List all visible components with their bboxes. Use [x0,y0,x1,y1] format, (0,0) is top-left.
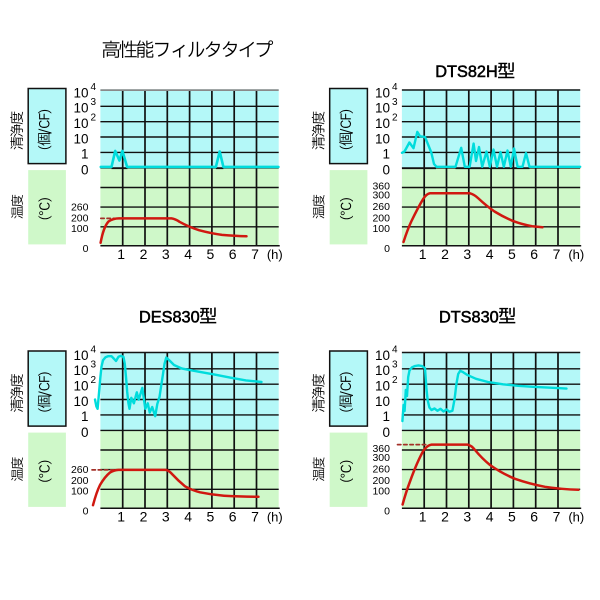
svg-text:100: 100 [71,223,89,235]
svg-text:10: 10 [73,394,88,409]
svg-text:2: 2 [392,375,398,386]
svg-text:3: 3 [463,508,471,524]
svg-text:0: 0 [83,506,89,518]
svg-text:2: 2 [392,113,398,124]
svg-text:3: 3 [463,246,471,262]
svg-text:10: 10 [73,379,88,394]
svg-text:DES830: DES830 [139,308,200,326]
svg-text:3: 3 [91,360,97,371]
svg-text:200: 200 [372,213,390,225]
svg-text:2: 2 [91,375,97,386]
svg-text:3: 3 [392,97,398,108]
svg-text:300: 300 [372,189,390,201]
svg-text:4: 4 [486,246,494,262]
svg-text:200: 200 [372,475,390,487]
svg-text:4: 4 [91,344,97,355]
svg-text:10: 10 [73,348,88,363]
svg-text:7: 7 [553,246,561,262]
svg-text:1: 1 [419,246,427,262]
svg-text:3: 3 [392,360,398,371]
svg-text:1: 1 [382,409,390,424]
svg-text:7: 7 [251,508,259,524]
svg-text:1: 1 [81,147,89,162]
svg-text:2: 2 [91,113,97,124]
svg-text:1: 1 [117,246,125,262]
svg-text:(h): (h) [267,247,283,262]
svg-text:260: 260 [71,464,89,476]
svg-text:10: 10 [73,116,88,131]
svg-text:4: 4 [91,82,97,93]
svg-text:10: 10 [375,379,390,394]
svg-text:10: 10 [375,131,390,146]
svg-text:0: 0 [384,243,390,255]
svg-text:2: 2 [140,508,148,524]
svg-text:4: 4 [184,246,192,262]
svg-text:DTS830: DTS830 [439,308,499,326]
svg-text:10: 10 [73,363,88,378]
svg-text:4: 4 [392,344,398,355]
svg-text:2: 2 [140,246,148,262]
svg-text:DTS82H: DTS82H [435,63,497,81]
svg-text:300: 300 [372,452,390,464]
svg-text:3: 3 [162,246,170,262]
svg-text:5: 5 [207,246,215,262]
svg-text:7: 7 [553,508,561,524]
svg-text:1: 1 [117,508,125,524]
svg-text:5: 5 [207,508,215,524]
svg-text:0: 0 [384,505,390,517]
svg-text:4: 4 [486,508,494,524]
svg-text:2: 2 [441,246,449,262]
svg-text:10: 10 [73,131,88,146]
svg-text:5: 5 [508,508,516,524]
svg-text:260: 260 [372,464,390,476]
svg-text:0: 0 [382,163,390,178]
svg-text:4: 4 [184,508,192,524]
svg-text:6: 6 [229,246,237,262]
svg-text:0: 0 [83,243,89,255]
svg-text:1: 1 [382,147,390,162]
svg-text:(h): (h) [568,509,584,524]
svg-text:200: 200 [71,213,89,225]
svg-text:6: 6 [530,246,538,262]
svg-text:10: 10 [375,116,390,131]
svg-text:4: 4 [392,82,398,93]
svg-text:10: 10 [375,101,390,116]
svg-text:100: 100 [71,486,89,498]
svg-text:(h): (h) [568,247,584,262]
svg-text:0: 0 [81,163,89,178]
svg-text:200: 200 [71,475,89,487]
svg-text:1: 1 [81,409,89,424]
svg-text:360: 360 [372,443,390,455]
svg-text:7: 7 [251,246,259,262]
svg-text:6: 6 [229,508,237,524]
svg-text:6: 6 [530,508,538,524]
svg-text:360: 360 [372,180,390,192]
svg-text:0: 0 [81,425,89,440]
svg-text:5: 5 [508,246,516,262]
svg-text:2: 2 [441,508,449,524]
svg-text:10: 10 [375,348,390,363]
svg-text:(h): (h) [267,509,283,524]
svg-text:260: 260 [71,202,89,214]
svg-text:10: 10 [73,85,88,100]
svg-text:1: 1 [419,508,427,524]
svg-text:3: 3 [162,508,170,524]
svg-text:100: 100 [372,486,390,498]
svg-text:3: 3 [91,97,97,108]
svg-text:10: 10 [73,101,88,116]
svg-text:100: 100 [372,223,390,235]
svg-text:260: 260 [372,201,390,213]
svg-text:10: 10 [375,363,390,378]
svg-text:10: 10 [375,394,390,409]
svg-text:0: 0 [382,425,390,440]
svg-text:10: 10 [375,85,390,100]
